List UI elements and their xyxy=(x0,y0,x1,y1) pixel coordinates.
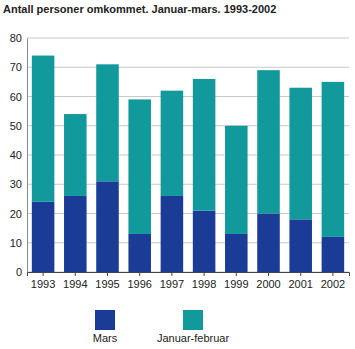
bar xyxy=(225,234,248,272)
tick: 2002 xyxy=(321,272,345,290)
tick-label: 2002 xyxy=(321,278,345,290)
tick-label: 50 xyxy=(10,120,22,132)
bars xyxy=(32,56,344,272)
tick: 50 xyxy=(10,120,27,132)
bar xyxy=(193,211,216,272)
bar xyxy=(322,82,345,237)
tick: 1995 xyxy=(95,272,119,290)
legend: Mars Januar-februar xyxy=(93,310,230,344)
tick-label: 10 xyxy=(10,237,22,249)
bar xyxy=(257,70,280,213)
tick-mark xyxy=(171,272,172,276)
tick: 20 xyxy=(10,208,27,220)
tick-label: 40 xyxy=(10,149,22,161)
bar xyxy=(161,91,184,196)
tick-mark xyxy=(75,272,76,276)
tick: 60 xyxy=(10,91,27,103)
tick: 2001 xyxy=(288,272,312,290)
tick-label: 30 xyxy=(10,178,22,190)
tick: 30 xyxy=(10,178,27,190)
tick-label: 1997 xyxy=(160,278,184,290)
grid xyxy=(27,38,349,272)
tick-mark xyxy=(300,272,301,276)
tick-label: 2000 xyxy=(256,278,280,290)
tick-label: 1994 xyxy=(63,278,87,290)
tick-label: 1998 xyxy=(192,278,216,290)
tick-label: 70 xyxy=(10,61,22,73)
tick: 1994 xyxy=(63,272,87,290)
tick-label: 2001 xyxy=(288,278,312,290)
tick-label: 80 xyxy=(10,32,22,44)
legend-swatch xyxy=(95,310,115,330)
tick: 1997 xyxy=(160,272,184,290)
legend-label: Mars xyxy=(93,332,118,344)
title: Antall personer omkommet. Januar-mars. 1… xyxy=(3,3,276,15)
tick: 1998 xyxy=(192,272,216,290)
bar xyxy=(96,181,119,272)
tick-mark xyxy=(204,272,205,276)
tick: 0 xyxy=(16,266,27,278)
tick-label: 20 xyxy=(10,208,22,220)
bar xyxy=(32,202,55,272)
plot: 0102030405060708019931994199519961997199… xyxy=(10,32,350,290)
tick: 40 xyxy=(10,149,27,161)
tick-label: 1996 xyxy=(127,278,151,290)
grid-line xyxy=(27,38,349,39)
bar xyxy=(161,196,184,272)
bar xyxy=(96,64,119,181)
bar xyxy=(289,88,312,220)
tick-mark xyxy=(236,272,237,276)
axis-line xyxy=(27,39,28,273)
bar xyxy=(257,214,280,273)
tick-mark xyxy=(43,272,44,276)
bar xyxy=(64,114,87,196)
y-axis: 0 10 20 30 40 50 60 70 80 xyxy=(10,32,28,278)
tick-mark xyxy=(107,272,108,276)
bar xyxy=(193,79,216,211)
chart: Antall personer omkommet. Januar-mars. 1… xyxy=(0,0,355,349)
tick-label: 1995 xyxy=(95,278,119,290)
tick-mark xyxy=(139,272,140,276)
tick: 70 xyxy=(10,61,27,73)
axis-line xyxy=(28,273,350,277)
legend-swatch xyxy=(183,310,203,330)
tick: 80 xyxy=(10,32,27,44)
tick-label: 1999 xyxy=(224,278,248,290)
bar xyxy=(128,234,151,272)
tick: 1996 xyxy=(127,272,151,290)
tick-label: 60 xyxy=(10,91,22,103)
legend-label: Januar-februar xyxy=(157,332,229,344)
bar xyxy=(322,237,345,272)
x-axis: 1993 1994 1995 1996 1997 1998 1999 2000 2001 2002 xyxy=(28,272,350,290)
bar xyxy=(289,219,312,272)
tick-label: 1993 xyxy=(31,278,55,290)
tick: 10 xyxy=(10,237,27,249)
tick: 1999 xyxy=(224,272,248,290)
grid-line xyxy=(27,67,349,68)
tick-mark xyxy=(268,272,269,276)
bar xyxy=(32,56,55,202)
bar xyxy=(64,196,87,272)
tick: 2000 xyxy=(256,272,280,290)
tick-label: 0 xyxy=(16,266,22,278)
tick-mark xyxy=(332,272,333,276)
tick: 1993 xyxy=(31,272,55,290)
bar xyxy=(128,99,151,234)
bar xyxy=(225,126,248,234)
